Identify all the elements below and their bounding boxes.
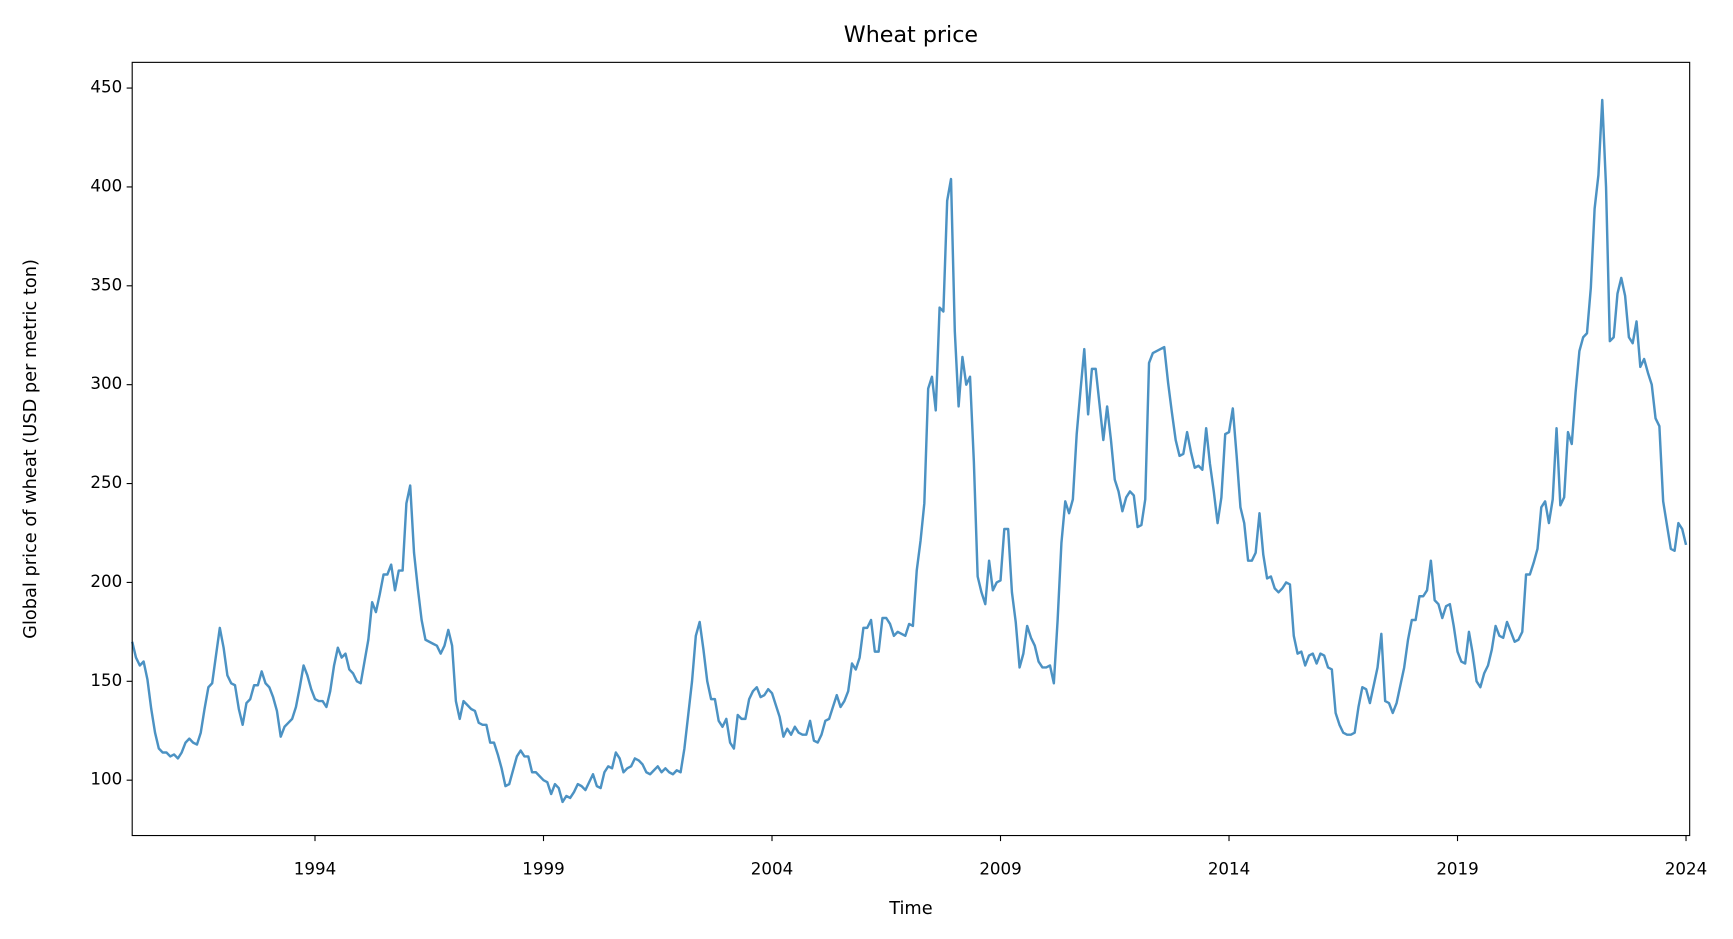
y-tick-label: 250 — [90, 473, 122, 492]
y-tick-label: 200 — [90, 572, 122, 591]
y-axis-label: Global price of wheat (USD per metric to… — [21, 259, 41, 639]
y-tick-label: 100 — [90, 770, 122, 789]
x-tick-label: 1999 — [522, 859, 564, 878]
y-tick-label: 350 — [90, 275, 122, 294]
x-tick-label: 2024 — [1665, 859, 1707, 878]
y-tick-label: 150 — [90, 671, 122, 690]
x-tick-label: 2014 — [1208, 859, 1250, 878]
x-tick-label: 2009 — [979, 859, 1021, 878]
plot-area: 100 150 200 250 300 350 400 450 1994 1999 2004 2009… — [90, 78, 1707, 879]
x-tick-label: 1994 — [294, 859, 336, 878]
x-tick-label: 2019 — [1436, 859, 1478, 878]
price-line — [131, 98, 1688, 804]
x-tick-label: 2004 — [751, 859, 793, 878]
chart-title: Wheat price — [844, 22, 978, 48]
y-tick-label: 300 — [90, 374, 122, 393]
y-tick-label: 450 — [90, 78, 122, 97]
plot-frame — [131, 61, 1691, 837]
x-axis-label: Time — [888, 899, 932, 919]
y-tick-label: 400 — [90, 176, 122, 195]
